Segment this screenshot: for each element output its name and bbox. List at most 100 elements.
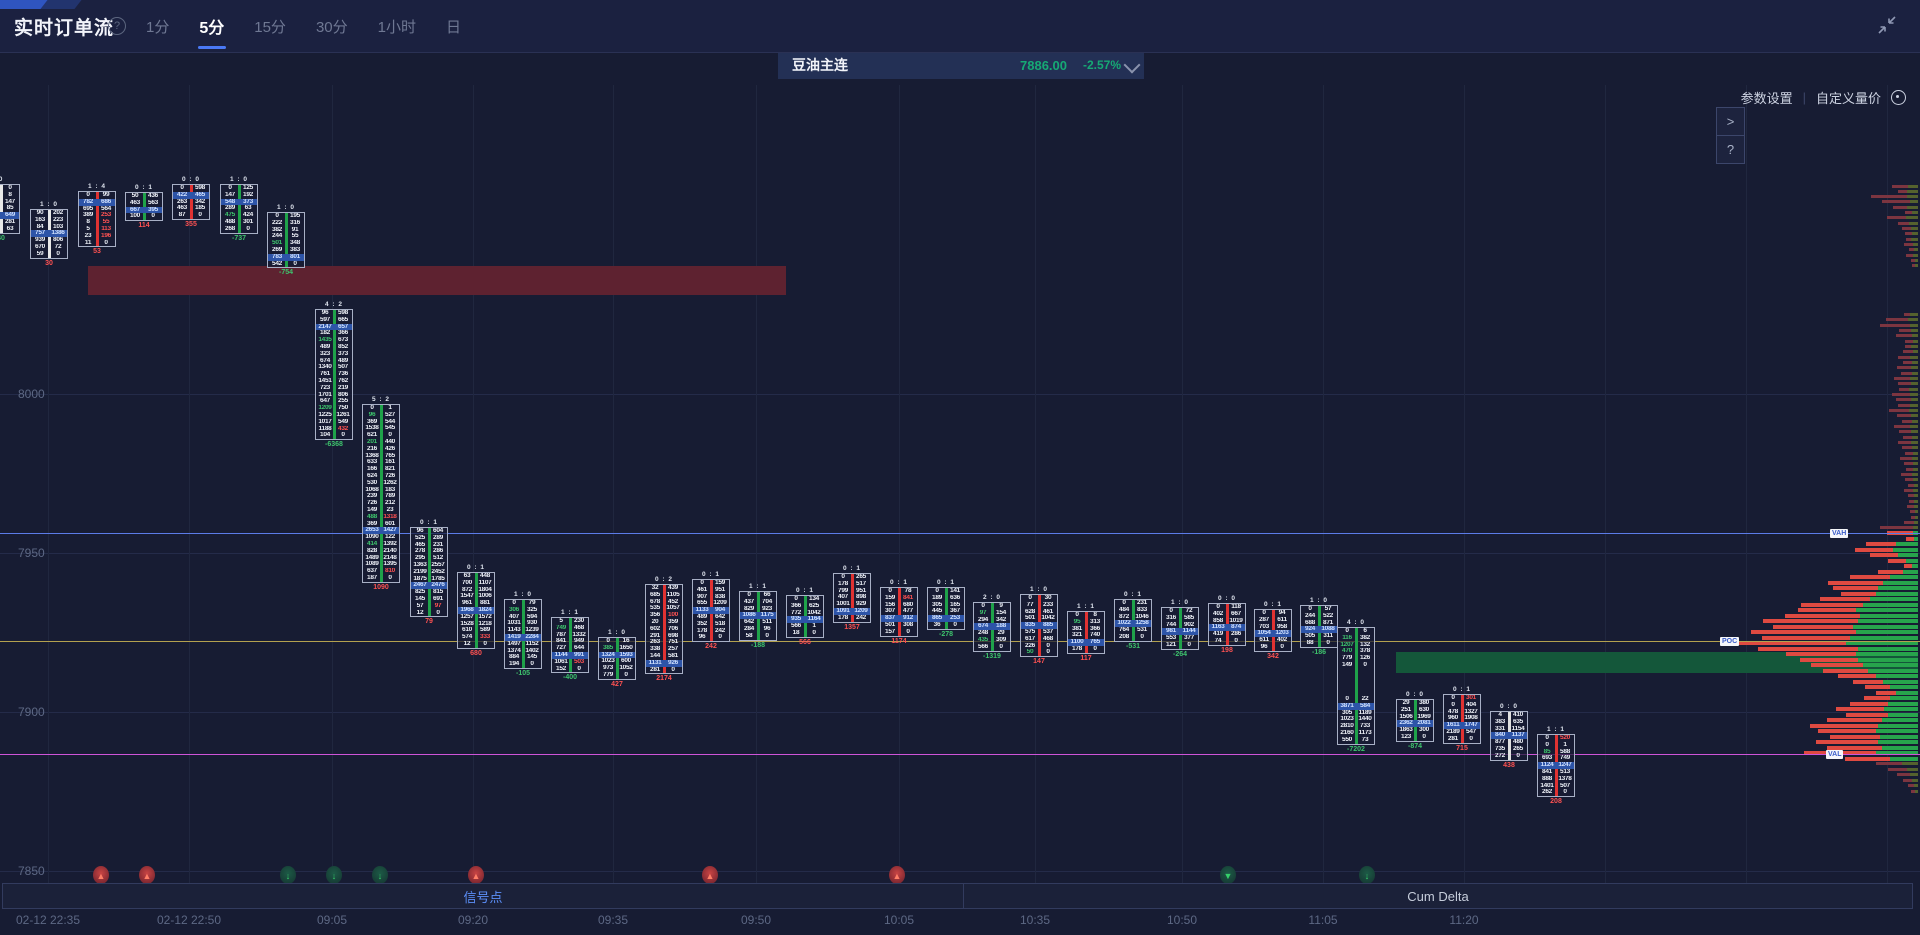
bid-volume: 674 [978, 623, 988, 630]
ask-volume: 1164 [807, 616, 821, 623]
footprint-candle[interactable]: 0 : 0 0 118 402 667 858 1019 1163 874 419 286 74 0 19… [1208, 594, 1246, 655]
volume-profile-bar [1894, 377, 1918, 380]
signal-marker[interactable]: ▲ [139, 866, 155, 884]
footprint-candle[interactable]: 0 : 1 0 265 178 517 799 951 407 898 1001 929 1091 12… [833, 564, 871, 632]
signal-marker[interactable]: ▲ [702, 866, 718, 884]
custom-volume-button[interactable]: 自定义量价 [1815, 91, 1881, 106]
bid-volume: 0 [1308, 606, 1312, 612]
ask-volume: 289 [433, 534, 443, 541]
footprint-candle[interactable]: 0 : 1 0 94 287 611 703 958 1054 1203 611 402 96 0 342 [1254, 600, 1292, 661]
time-axis-label: 10:05 [883, 913, 915, 927]
candle-body-bar [1460, 695, 1464, 743]
signal-marker[interactable]: ▼ [1220, 866, 1236, 884]
footprint-candle[interactable]: 1 : 0 0 16 385 1650 1324 1593 1023 600 973 1052 779… [598, 628, 636, 689]
footprint-candle[interactable]: 0 : 1 0 134 366 625 772 1042 935 1164 566 1 18 0 566 [786, 586, 824, 647]
footprint-candle[interactable]: 0 : 1 63 448 700 1107 872 1804 1547 1006 961 881 19… [457, 563, 495, 658]
ask-volume: 2140 [383, 547, 397, 554]
bid-volume: 1209 [318, 405, 332, 412]
tab-15min[interactable]: 15分 [254, 18, 286, 36]
ask-volume: 691 [433, 595, 443, 602]
footprint-candle[interactable]: 1 : 1 0 66 437 704 829 923 1086 1175 642 511 284 96 5… [739, 582, 777, 650]
bid-volume: 647 [320, 398, 330, 405]
footprint-candle[interactable]: 0 : 0 4 410 383 635 331 1154 840 1137 877 480 735 26… [1490, 702, 1528, 770]
footprint-candle[interactable]: 0 : 1 0 231 484 833 872 1046 1022 1258 764 531 208 0… [1114, 590, 1152, 651]
signal-marker[interactable]: ▲ [889, 866, 905, 884]
footprint-candle[interactable]: 0 : 1 96 604 525 289 465 231 278 286 295 512 1363 25… [410, 518, 448, 626]
expand-panel-button[interactable]: > [1716, 107, 1745, 136]
footprint-candle[interactable]: 1 : 0 0 195 222 316 382 91 244 55 501 348 269 383 783… [267, 203, 305, 277]
footprint-candle[interactable]: 1 : 1 0 520 0 1 85 588 693 749 1124 1247 841 513 888 1… [1537, 725, 1575, 806]
bid-volume: 1875 [413, 575, 427, 582]
ask-volume: 665 [338, 316, 348, 323]
bid-volume: 1023 [1340, 716, 1354, 723]
signal-marker[interactable]: ↓ [372, 866, 388, 884]
bid-volume: 0 [981, 603, 985, 609]
footprint-candle[interactable]: 0 : 2 32 439 685 1105 678 452 535 1057 356 100 20 35… [645, 575, 683, 683]
ask-volume: 698 [668, 632, 678, 639]
ask-volume: 1107 [478, 579, 492, 586]
tab-1hour[interactable]: 1小时 [377, 18, 416, 36]
tab-1min[interactable]: 1分 [146, 18, 170, 36]
tab-day[interactable]: 日 [445, 18, 461, 36]
ask-volume: 951 [715, 586, 725, 593]
ask-volume: 308 [903, 621, 913, 628]
contract-selector[interactable]: 豆油主连 7886.00 -2.57% [778, 51, 1144, 79]
footprint-candle[interactable]: 0 : 1 50 436 463 563 667 395 100 0 114 [125, 183, 163, 230]
signal-panel-header[interactable]: 信号点 [2, 883, 964, 909]
param-settings-button[interactable]: 参数设置 [1740, 91, 1793, 106]
help-icon[interactable]: ? [108, 17, 126, 35]
bid-ask-ratio: 0 : 1 [842, 565, 861, 572]
ask-volume: 611 [1277, 616, 1287, 623]
signal-marker[interactable]: ▲ [468, 866, 484, 884]
footprint-candle[interactable]: 0 : 1 0 301 0 404 478 1327 960 1908 1611 1747 2189 5… [1443, 685, 1481, 753]
ask-volume: 0 [1563, 789, 1567, 796]
ask-volume: 0 [388, 574, 392, 581]
footprint-candle[interactable]: 0 : 1 0 141 189 636 305 165 445 367 865 253 36 0 -278 [927, 578, 965, 639]
footprint-candle[interactable]: 1 : 1 0 8 95 313 381 366 321 740 1100 765 178 0 117 [1067, 602, 1105, 663]
footprint-candle[interactable]: 0 : 0 0 598 422 465 263 342 463 185 87 0 355 [172, 175, 210, 229]
footprint-candle[interactable]: 2 : 0 0 9 97 154 294 342 674 188 248 29 435 309 566 0 -… [973, 593, 1011, 661]
ask-volume: 0 [530, 661, 534, 668]
signal-marker[interactable]: ▲ [93, 866, 109, 884]
footprint-candle[interactable]: 008147856492816340 [0, 175, 20, 243]
volume-profile-bar [1906, 254, 1918, 257]
tab-30min[interactable]: 30分 [315, 18, 348, 36]
tab-5min[interactable]: 5分 [197, 0, 226, 52]
footprint-candle[interactable]: 1 : 0 0 79 306 325 407 594 1031 930 1143 1239 1419 2… [504, 590, 542, 678]
volume-profile-bar [1910, 510, 1918, 513]
ask-volume: 673 [338, 337, 348, 344]
footprint-candle[interactable]: 4 : 0 0 6 116 382 1207 132 470 378 779 126 149 0 0 22 3… [1337, 618, 1375, 754]
bid-volume: 489 [320, 343, 330, 350]
time-gridline [1323, 85, 1324, 907]
footprint-candle[interactable]: 5 : 2 0 1 96 527 369 544 1538 545 621 0 201 440 216 42… [362, 395, 400, 592]
panel-help-button[interactable]: ? [1716, 135, 1745, 164]
bid-volume: 960 [1448, 715, 1458, 722]
footprint-candle[interactable]: 0 : 0 29 380 251 630 1506 1969 2362 2081 1863 300 1… [1396, 690, 1434, 751]
bid-volume: 414 [367, 540, 377, 547]
val-tag: VAL [1826, 750, 1844, 759]
visibility-icon[interactable] [1891, 90, 1906, 105]
footprint-candle[interactable]: 0 : 1 0 78 159 841 156 680 307 477 837 912 501 308 15… [880, 578, 918, 646]
cum-delta-panel-header[interactable]: Cum Delta [963, 883, 1913, 909]
footprint-candle[interactable]: 1 : 0 90 202 163 223 84 103 757 1386 939 806 670 72 5… [30, 200, 68, 268]
bid-volume: 1188 [318, 425, 332, 432]
footprint-candle[interactable]: 1 : 0 0 30 77 233 628 461 501 1042 835 885 575 537 61… [1020, 585, 1058, 666]
signal-marker[interactable]: ↓ [1359, 866, 1375, 884]
footprint-candle[interactable]: 1 : 4 0 99 782 686 695 564 389 253 8 55 5 113 23 196 11… [78, 182, 116, 256]
ask-volume: 2476 [431, 582, 445, 589]
bid-volume: 703 [1259, 623, 1269, 630]
signal-marker[interactable]: ↓ [280, 866, 296, 884]
bid-volume: 149 [367, 506, 377, 513]
bid-volume: 1401 [1540, 782, 1554, 789]
footprint-candle[interactable]: 0 : 1 0 159 461 951 907 838 655 1209 1133 904 489 64… [692, 570, 730, 651]
footprint-candle[interactable]: 4 : 2 96 598 597 665 2147 657 182 366 1435 673 489 8… [315, 300, 353, 449]
collapse-icon[interactable] [1876, 14, 1898, 36]
signal-marker[interactable]: ↓ [326, 866, 342, 884]
bid-volume: 1054 [1257, 630, 1271, 637]
footprint-candle[interactable]: 1 : 0 0 125 147 192 548 373 289 63 475 424 488 301 26… [220, 175, 258, 243]
footprint-candle[interactable]: 1 : 1 5 230 749 468 787 1332 841 949 727 644 1144 99… [551, 608, 589, 682]
bid-ask-ratio: 1 : 0 [39, 201, 58, 208]
footprint-candle[interactable]: 1 : 0 0 72 316 585 744 902 981 1144 553 377 121 0 -26… [1161, 598, 1199, 659]
footprint-candle[interactable]: 1 : 0 0 57 244 522 688 871 924 1088 505 311 88 0 -186 [1300, 596, 1338, 657]
